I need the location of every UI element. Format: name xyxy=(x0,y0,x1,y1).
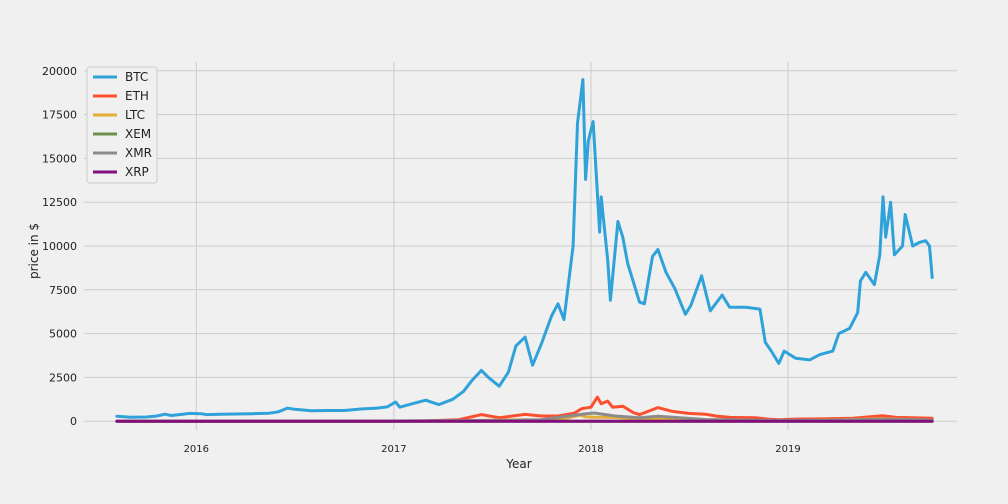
legend-label-xem: XEM xyxy=(125,127,151,141)
y-tick-label: 10000 xyxy=(42,240,77,253)
legend: BTC ETH LTC XEM XMR XRP xyxy=(86,66,158,184)
legend-label-btc: BTC xyxy=(125,70,148,84)
y-axis-label: price in $ xyxy=(27,223,41,279)
legend-label-ltc: LTC xyxy=(125,108,145,122)
y-tick-label: 5000 xyxy=(49,328,77,341)
x-tick-label: 2018 xyxy=(578,444,603,455)
legend-label-xrp: XRP xyxy=(125,165,149,179)
x-tick-label: 2016 xyxy=(184,444,209,455)
legend-label-eth: ETH xyxy=(125,89,149,103)
y-tick-label: 2500 xyxy=(49,371,77,384)
y-tick-label: 12500 xyxy=(42,196,77,209)
x-axis-ticks: 2016 2017 2018 2019 xyxy=(184,444,801,455)
x-axis-label: Year xyxy=(505,457,531,471)
y-tick-label: 7500 xyxy=(49,284,77,297)
x-tick-label: 2019 xyxy=(775,444,800,455)
y-tick-label: 20000 xyxy=(42,65,77,78)
series-lines xyxy=(115,78,934,423)
y-axis-ticks: 0 2500 5000 7500 10000 12500 15000 17500 20000 xyxy=(42,65,77,428)
y-tick-label: 0 xyxy=(70,415,77,428)
legend-label-xmr: XMR xyxy=(125,146,152,160)
y-tick-label: 15000 xyxy=(42,152,77,165)
grid xyxy=(84,62,957,430)
series-line-btc xyxy=(115,78,934,419)
x-tick-label: 2017 xyxy=(381,444,406,455)
y-tick-label: 17500 xyxy=(42,109,77,122)
